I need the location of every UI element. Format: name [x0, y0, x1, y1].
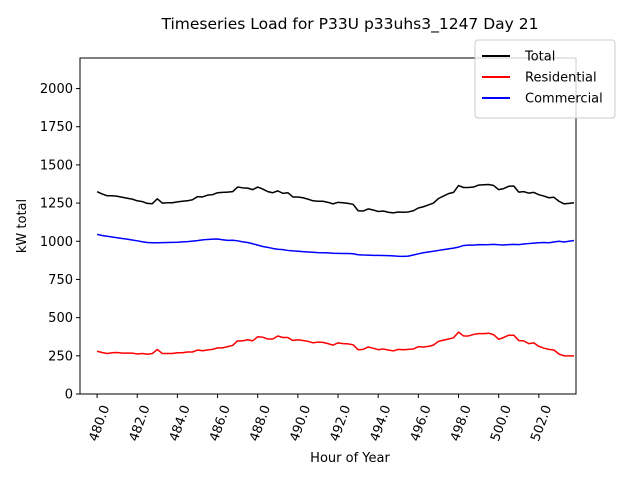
chart-title: Timeseries Load for P33U p33uhs3_1247 Da… [161, 15, 539, 34]
y-tick-label: 250 [48, 349, 73, 364]
x-axis-label: Hour of Year [310, 451, 390, 466]
series-line-residential [96, 331, 574, 357]
y-axis: 0 250 500 750 1000 1250 1500 1750 2000 [40, 82, 80, 403]
legend-label-commercial: Commercial [525, 92, 603, 107]
y-tick-label: 2000 [40, 82, 73, 97]
legend: Total Residential Commercial [474, 39, 616, 119]
y-tick-label: 1250 [40, 197, 73, 212]
legend-label-total: Total [524, 50, 555, 65]
y-tick-label: 1750 [40, 120, 73, 135]
y-tick-label: 1500 [40, 158, 73, 173]
series-line-total [96, 183, 575, 214]
legend-label-residential: Residential [525, 71, 597, 86]
y-axis-label: kW total [15, 199, 30, 253]
y-tick-label: 0 [65, 388, 73, 403]
series-line-commercial [96, 233, 575, 258]
y-tick-label: 1000 [40, 235, 73, 250]
plot-frame [79, 57, 577, 395]
y-tick-label: 500 [48, 311, 73, 326]
series-layer [96, 183, 575, 357]
y-tick-label: 750 [48, 273, 73, 288]
